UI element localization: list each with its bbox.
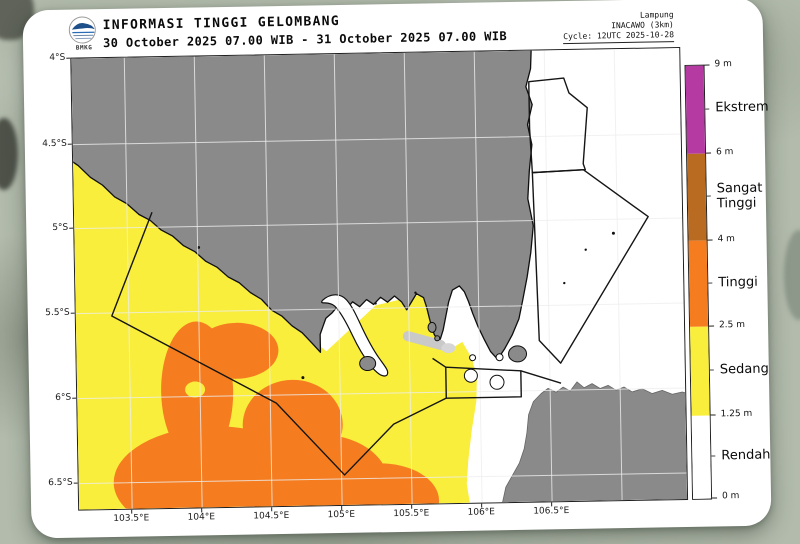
x-axis-tick	[341, 505, 343, 511]
x-axis-label: 104.5°E	[253, 510, 290, 522]
x-axis-tick	[271, 507, 273, 512]
y-axis-label: 6.5°S	[48, 477, 73, 489]
colorbar-bound-label: 4 m	[717, 234, 735, 245]
colorbar-bound-label: 9 m	[714, 59, 732, 70]
gray-swath	[402, 331, 446, 350]
x-axis-tick	[551, 502, 553, 507]
legend-category-label: Ekstrem	[715, 99, 769, 116]
model-cycle: Cycle: 12UTC 2025-10-28	[563, 30, 675, 42]
islands	[427, 321, 528, 390]
x-axis-label: 105°E	[327, 509, 356, 521]
x-axis-label: 106°E	[467, 507, 496, 518]
background-rock	[0, 118, 18, 190]
islet-in-bay	[359, 356, 377, 372]
colorbar-minor-tick	[711, 455, 716, 457]
legend-category-label: Sangat Tinggi	[716, 180, 763, 212]
gray-swath-blob	[441, 343, 456, 354]
y-axis-label: 6°S	[55, 392, 72, 403]
x-axis-label: 104°E	[187, 512, 216, 523]
y-axis-label: 5.5°S	[45, 307, 70, 319]
x-axis-label: 103.5°E	[113, 513, 150, 524]
colorbar-tick	[706, 152, 712, 154]
y-axis-label: 5°S	[52, 222, 69, 234]
colorbar-bound-label: 0 m	[721, 491, 740, 502]
page-title: INFORMASI TINGGI GELOMBANG	[102, 13, 341, 34]
x-axis-tick	[201, 508, 203, 513]
wave-height-map	[70, 47, 689, 511]
colorbar-tick	[710, 414, 716, 416]
background-rock	[784, 230, 800, 320]
colorbar-bound-label: 6 m	[715, 147, 734, 158]
bay-semangka	[321, 294, 389, 377]
forecast-card: BMKG INFORMASI TINGGI GELOMBANG 30 Octob…	[22, 0, 772, 539]
legend-segment-ekstrem	[685, 65, 706, 154]
colorbar-minor-tick	[706, 195, 711, 197]
colorbar-minor-tick	[705, 108, 710, 110]
legend-segment-sedang	[690, 326, 710, 416]
colorbar-minor-tick	[709, 369, 714, 371]
bmkg-logo: BMKG	[68, 16, 100, 52]
y-axis-label: 4.5°S	[42, 138, 67, 150]
forecast-zone-outlines	[111, 77, 649, 476]
colorbar-tick	[712, 497, 718, 499]
colorbar-tick	[709, 325, 715, 327]
x-axis-tick	[481, 503, 483, 508]
legend-segment-rendah	[691, 415, 712, 499]
legend-category-label: Sedang	[719, 361, 769, 378]
colorbar-bound-label: 2.5 m	[718, 319, 746, 331]
legend-category-label: Rendah	[721, 447, 771, 464]
valid-time-range: 30 October 2025 07.00 WIB - 31 October 2…	[102, 29, 508, 51]
legend-category-label: Tinggi	[718, 274, 758, 291]
bmkg-logo-label: BMKG	[75, 44, 93, 52]
colorbar-tick	[707, 239, 713, 241]
x-axis-tick	[411, 504, 413, 509]
bmkg-logo-icon	[68, 16, 97, 44]
x-axis-label: 105.5°E	[393, 508, 430, 520]
colorbar-minor-tick	[708, 282, 713, 284]
legend-segment-sangat-tinggi	[687, 153, 707, 241]
colorbar-bound-label: 1.25 m	[720, 408, 753, 420]
grid-lines	[72, 49, 687, 509]
colorbar-tick	[704, 64, 710, 66]
x-axis-label: 106.5°E	[533, 506, 570, 517]
land-sumatra	[70, 47, 534, 360]
y-axis-label: 4°S	[49, 52, 66, 64]
model-info: Lampung INACAWO (3km) Cycle: 12UTC 2025-…	[562, 10, 675, 45]
x-axis-tick	[131, 509, 133, 514]
legend-segment-tinggi	[688, 240, 709, 327]
